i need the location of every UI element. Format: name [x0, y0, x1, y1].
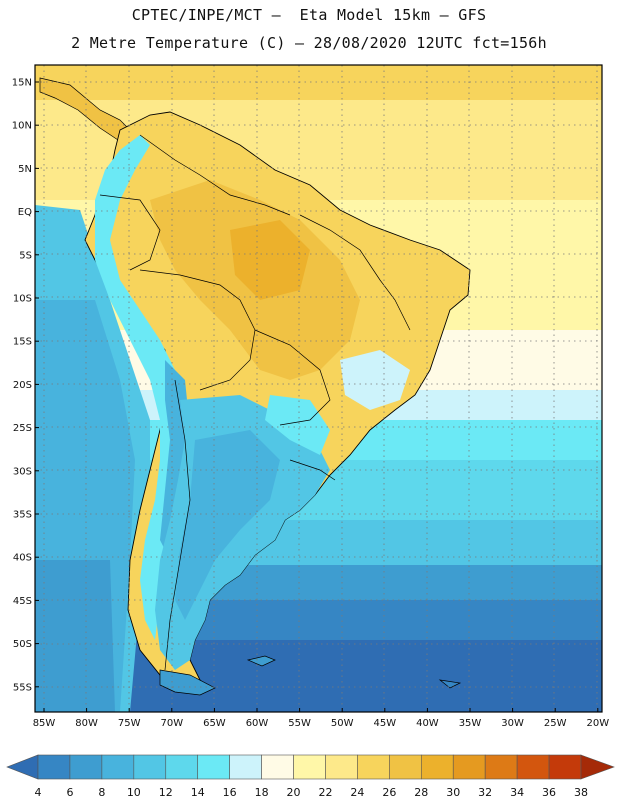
lat-tick-label: 20S — [13, 380, 32, 391]
lon-tick-label: 40W — [416, 718, 439, 729]
colorbar-label: 38 — [574, 786, 588, 799]
latitude-labels: 15N 10N 5N EQ 5S 10S 15S 20S 25S 30S 35S 40S 45S 50S 5… — [12, 78, 39, 693]
colorbar-label: 32 — [478, 786, 492, 799]
colorbar-box — [197, 754, 230, 780]
lon-tick-label: 20W — [586, 718, 609, 729]
lat-tick-label: 5S — [19, 250, 32, 261]
colorbar-box — [133, 754, 167, 780]
colorbar-box — [261, 754, 294, 780]
lon-tick-label: 60W — [246, 718, 269, 729]
southeast-brazil-mild — [340, 350, 410, 410]
colorbar-box — [548, 754, 582, 780]
colorbar-label: 12 — [159, 786, 173, 799]
colorbar-arrow-low — [6, 754, 39, 780]
lat-tick-label: 25S — [13, 423, 32, 434]
colorbar-label: 4 — [35, 786, 42, 799]
map-title-line1: CPTEC/INPE/MCT – Eta Model 15km – GFS — [131, 6, 487, 24]
lat-tick-label: 35S — [13, 510, 32, 521]
lon-tick-label: 55W — [288, 718, 311, 729]
patagonia-cold-land — [175, 430, 280, 620]
lon-tick-label: 30W — [501, 718, 524, 729]
colorbar-box — [325, 754, 358, 780]
map-frame — [34, 64, 603, 713]
border-paraguay — [254, 329, 331, 426]
colorbar-label: 26 — [382, 786, 396, 799]
lat-tick-label: 5N — [18, 164, 32, 175]
colorbar-box — [101, 754, 135, 780]
colorbar-label: 16 — [223, 786, 237, 799]
colorbar-box — [229, 754, 262, 780]
south-georgia-island — [438, 679, 462, 689]
colorbar-label: 28 — [414, 786, 428, 799]
colorbar-label: 24 — [350, 786, 364, 799]
colorbar-label: 30 — [446, 786, 460, 799]
lat-tick-label: 55S — [13, 682, 32, 693]
map-title-line2: 2 Metre Temperature (C) – 28/08/2020 12U… — [71, 34, 547, 52]
lon-tick-label: 75W — [118, 718, 141, 729]
lat-tick-label: 50S — [13, 639, 32, 650]
lat-tick-label: 10N — [12, 121, 32, 132]
colorbar-label: 8 — [98, 786, 105, 799]
colorbar-label: 20 — [287, 786, 301, 799]
colorbar-box — [37, 754, 71, 780]
colorbar-box — [389, 754, 422, 780]
colorbar-box — [69, 754, 103, 780]
tierra-del-fuego — [159, 669, 216, 696]
country-borders — [99, 134, 411, 671]
lon-tick-label: 70W — [160, 718, 183, 729]
graticule — [35, 65, 602, 712]
map-field — [35, 65, 602, 712]
lat-tick-label: 15N — [12, 78, 32, 89]
lon-tick-label: 45W — [373, 718, 396, 729]
colorbar: 4 6 8 10 12 14 16 18 20 22 24 26 28 30 32 34 36 38 — [6, 754, 615, 799]
longitude-labels: 85W 80W 75W 70W 65W 60W 55W 50W 45W 40W 35W 30W 25W 2… — [33, 708, 609, 729]
colorbar-box — [165, 754, 199, 780]
border-chile-argentina — [164, 379, 191, 671]
colorbar-label: 18 — [255, 786, 269, 799]
lon-tick-label: 80W — [75, 718, 98, 729]
lon-tick-label: 25W — [544, 718, 567, 729]
pacific-cold-tongue-3 — [35, 560, 115, 712]
colorbar-label: 6 — [66, 786, 73, 799]
lat-tick-label: 30S — [13, 466, 32, 477]
lat-tick-label: 15S — [13, 337, 32, 348]
border-peru-bolivia-brazil — [139, 269, 256, 391]
colorbar-label: 14 — [191, 786, 205, 799]
colorbar-label: 34 — [510, 786, 524, 799]
colorbar-label: 10 — [127, 786, 141, 799]
colorbar-label: 36 — [542, 786, 556, 799]
border-brazil-states — [299, 214, 411, 331]
colorbar-box — [452, 754, 486, 780]
lat-tick-label: EQ — [18, 207, 32, 218]
lon-tick-label: 50W — [331, 718, 354, 729]
border-ecuador-peru — [99, 194, 161, 271]
colorbar-label: 22 — [318, 786, 332, 799]
south-brazil-cool — [265, 395, 330, 455]
colorbar-box — [516, 754, 550, 780]
lat-tick-label: 40S — [13, 553, 32, 564]
border-uruguay — [289, 459, 336, 481]
colorbar-box — [420, 754, 454, 780]
lon-tick-label: 35W — [459, 718, 482, 729]
falkland-islands — [246, 655, 276, 667]
colorbar-arrow-high — [580, 754, 615, 780]
colorbar-box — [293, 754, 326, 780]
amazon-hottest-zone — [230, 220, 310, 300]
lat-tick-label: 10S — [13, 294, 32, 305]
lon-tick-label: 65W — [203, 718, 226, 729]
border-venezuela-colombia — [139, 134, 291, 216]
lon-tick-label: 85W — [33, 718, 56, 729]
colorbar-box — [357, 754, 390, 780]
lat-tick-label: 45S — [13, 596, 32, 607]
colorbar-box — [484, 754, 518, 780]
